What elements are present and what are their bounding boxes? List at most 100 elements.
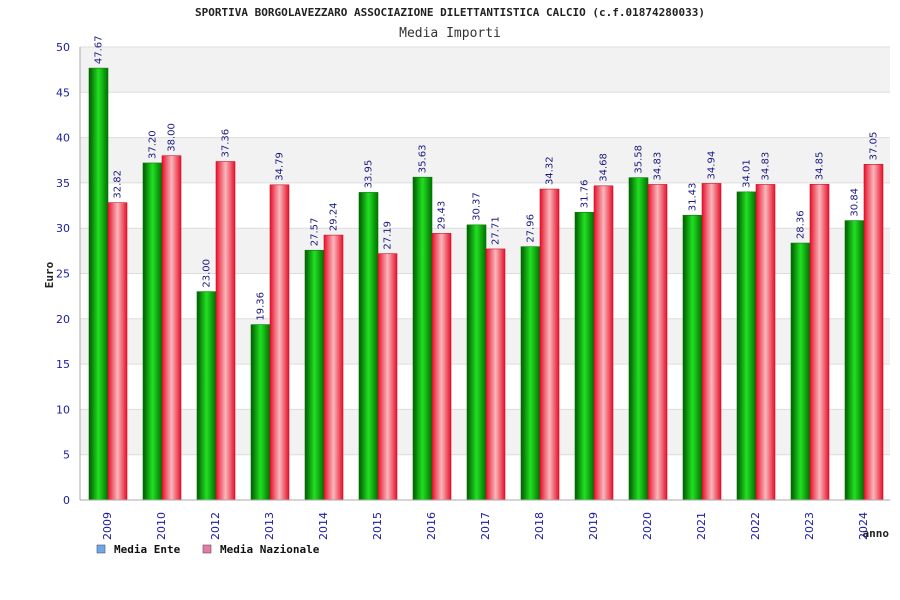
x-tick-label-2021: 2021: [695, 512, 708, 540]
bar-nazionale-2009: [107, 202, 128, 501]
x-tick-label-2024: 2024: [857, 512, 870, 540]
legend: Media Ente Media Nazionale: [96, 543, 320, 556]
legend-label-nazionale: Media Nazionale: [220, 543, 320, 556]
x-tick-label-2018: 2018: [533, 512, 546, 540]
bar-nazionale-2023: [809, 183, 830, 501]
value-label-nazionale-2017: 27.71: [491, 216, 502, 245]
value-label-ente-2019: 31.76: [580, 180, 591, 209]
x-tick-label-2019: 2019: [587, 512, 600, 540]
bar-nazionale-2020: [647, 184, 668, 501]
value-label-ente-2014: 27.57: [310, 218, 321, 247]
bar-series: [88, 67, 884, 501]
x-tick-label-2015: 2015: [371, 512, 384, 540]
value-label-ente-2016: 35.63: [418, 145, 429, 174]
value-label-nazionale-2016: 29.43: [437, 201, 448, 230]
bar-ente-2021: [682, 214, 703, 501]
y-tick-label: 50: [56, 41, 70, 54]
y-tick-label: 25: [56, 268, 70, 281]
y-tick-label: 5: [63, 449, 70, 462]
y-tick-label: 40: [56, 132, 70, 145]
x-tick-label-2014: 2014: [317, 512, 330, 540]
bar-nazionale-2012: [215, 161, 236, 501]
x-tick-label-2010: 2010: [155, 512, 168, 540]
x-tick-label-2023: 2023: [803, 512, 816, 540]
bar-nazionale-2010: [161, 155, 182, 501]
value-label-nazionale-2021: 34.94: [707, 151, 718, 180]
value-label-ente-2010: 37.20: [148, 130, 159, 159]
y-tick-label: 45: [56, 86, 70, 99]
legend-swatch-nazionale: [202, 544, 212, 554]
chart-subtitle: Media Importi: [399, 26, 501, 41]
bar-ente-2019: [574, 211, 595, 501]
value-label-nazionale-2009: 32.82: [113, 170, 124, 199]
bar-ente-2009: [88, 67, 109, 501]
value-label-ente-2012: 23.00: [202, 259, 213, 288]
value-label-ente-2020: 35.58: [634, 145, 645, 174]
bar-ente-2022: [736, 191, 757, 501]
bar-ente-2018: [520, 246, 541, 501]
y-tick-label: 35: [56, 177, 70, 190]
value-label-ente-2021: 31.43: [688, 183, 699, 212]
bar-nazionale-2022: [755, 184, 776, 501]
value-label-nazionale-2024: 37.05: [869, 132, 880, 161]
x-axis-ticks: 2009 2010 2012 2013 2014 2015 2016 2017 2018 2019…: [101, 512, 870, 540]
bar-nazionale-2024: [863, 164, 884, 501]
bar-ente-2020: [628, 177, 649, 501]
y-axis-label: Euro: [43, 261, 56, 288]
x-tick-label-2013: 2013: [263, 512, 276, 540]
bar-nazionale-2019: [593, 185, 614, 501]
value-label-ente-2024: 30.84: [850, 188, 861, 217]
x-tick-label-2012: 2012: [209, 512, 222, 540]
value-label-nazionale-2018: 34.32: [545, 156, 556, 185]
value-label-nazionale-2020: 34.83: [653, 152, 664, 181]
grid-band: [80, 47, 890, 93]
x-tick-label-2016: 2016: [425, 512, 438, 540]
bar-nazionale-2013: [269, 184, 290, 501]
y-axis-ticks: 0 5 10 15 20 25 30 35 40 45 50: [56, 41, 70, 507]
y-tick-label: 0: [63, 494, 70, 507]
value-label-ente-2022: 34.01: [742, 159, 753, 188]
value-label-ente-2009: 47.67: [94, 35, 105, 64]
bar-nazionale-2014: [323, 234, 344, 501]
x-tick-label-2022: 2022: [749, 512, 762, 540]
y-tick-label: 15: [56, 358, 70, 371]
value-label-nazionale-2015: 27.19: [383, 221, 394, 250]
value-label-ente-2017: 30.37: [472, 192, 483, 221]
x-tick-label-2020: 2020: [641, 512, 654, 540]
y-tick-label: 30: [56, 222, 70, 235]
bar-ente-2024: [844, 220, 865, 501]
value-label-nazionale-2022: 34.83: [761, 152, 772, 181]
bar-ente-2016: [412, 176, 433, 501]
grid-band: [80, 137, 890, 183]
x-tick-label-2009: 2009: [101, 512, 114, 540]
value-label-nazionale-2012: 37.36: [221, 129, 232, 158]
value-label-nazionale-2023: 34.85: [815, 152, 826, 181]
legend-label-ente: Media Ente: [114, 543, 181, 556]
y-tick-label: 10: [56, 403, 70, 416]
bar-nazionale-2016: [431, 233, 452, 501]
value-label-ente-2015: 33.95: [364, 160, 375, 189]
value-label-ente-2023: 28.36: [796, 210, 807, 239]
bar-ente-2014: [304, 249, 325, 501]
grid-band: [80, 92, 890, 138]
value-label-nazionale-2013: 34.79: [275, 152, 286, 181]
chart-title: SPORTIVA BORGOLAVEZZARO ASSOCIAZIONE DIL…: [195, 6, 705, 19]
value-label-ente-2013: 19.36: [256, 292, 267, 321]
bar-nazionale-2017: [485, 248, 506, 501]
value-label-nazionale-2014: 29.24: [329, 202, 340, 231]
bar-ente-2023: [790, 242, 811, 501]
bar-ente-2013: [250, 324, 271, 501]
bar-nazionale-2018: [539, 188, 560, 501]
bar-nazionale-2021: [701, 183, 722, 501]
bar-nazionale-2015: [377, 253, 398, 501]
y-tick-label: 20: [56, 313, 70, 326]
value-label-nazionale-2010: 38.00: [167, 123, 178, 152]
x-tick-label-2017: 2017: [479, 512, 492, 540]
legend-swatch-ente: [96, 544, 106, 554]
value-label-nazionale-2019: 34.68: [599, 153, 610, 182]
value-label-ente-2018: 27.96: [526, 214, 537, 243]
bar-ente-2010: [142, 162, 163, 501]
bar-ente-2015: [358, 192, 379, 501]
value-labels: 47.67 32.82 37.20 38.00 23.00 37.36 19.36 34.79…: [94, 35, 880, 320]
